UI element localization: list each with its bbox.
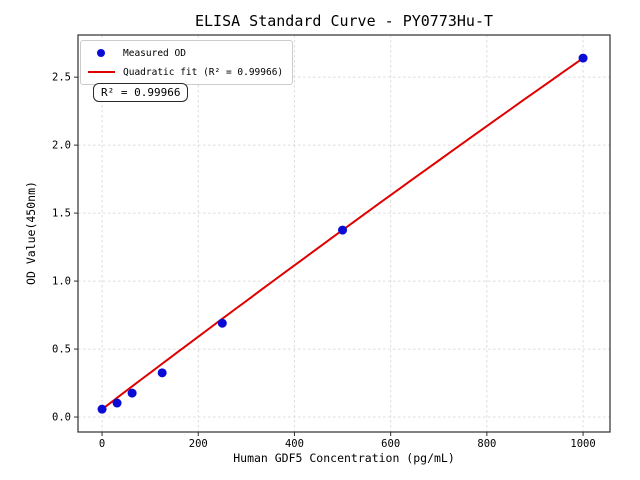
legend-swatch bbox=[86, 49, 116, 57]
data-point bbox=[127, 388, 137, 398]
x-tick-label: 400 bbox=[285, 438, 304, 450]
x-tick-label: 800 bbox=[477, 438, 496, 450]
legend-swatch bbox=[86, 71, 116, 73]
legend-dot-marker-icon bbox=[97, 49, 105, 57]
x-tick-label: 0 bbox=[99, 438, 105, 450]
legend: Measured OD Quadratic fit (R² = 0.99966) bbox=[80, 40, 294, 85]
data-point bbox=[338, 225, 348, 235]
data-point bbox=[112, 398, 122, 408]
legend-label-quadratic-fit: Quadratic fit (R² = 0.99966) bbox=[123, 66, 284, 78]
data-point bbox=[97, 404, 107, 414]
plot-border bbox=[77, 34, 611, 433]
y-axis-label: OD Value(450nm) bbox=[24, 181, 38, 285]
x-tick-label: 200 bbox=[189, 438, 208, 450]
y-tick-label: 0.0 bbox=[52, 412, 71, 424]
legend-line-marker-icon bbox=[87, 71, 115, 73]
data-point bbox=[157, 368, 167, 378]
r-squared-annotation: R² = 0.99966 bbox=[93, 83, 189, 102]
x-tick-label: 600 bbox=[381, 438, 400, 450]
data-point bbox=[578, 53, 588, 63]
y-tick-label: 2.0 bbox=[52, 140, 71, 152]
legend-label-measured-od: Measured OD bbox=[123, 47, 186, 59]
x-axis-label: Human GDF5 Concentration (pg/mL) bbox=[233, 451, 455, 465]
y-tick-label: 0.5 bbox=[52, 344, 71, 356]
legend-item-quadratic-fit: Quadratic fit (R² = 0.99966) bbox=[86, 64, 283, 80]
y-tick-label: 1.0 bbox=[52, 276, 71, 288]
chart-title: ELISA Standard Curve - PY0773Hu-T bbox=[194, 12, 493, 30]
data-point bbox=[217, 318, 227, 328]
x-tick-label: 1000 bbox=[570, 438, 595, 450]
y-tick-label: 2.5 bbox=[52, 72, 71, 84]
legend-item-measured-od: Measured OD bbox=[86, 45, 283, 61]
y-tick-label: 1.5 bbox=[52, 208, 71, 220]
